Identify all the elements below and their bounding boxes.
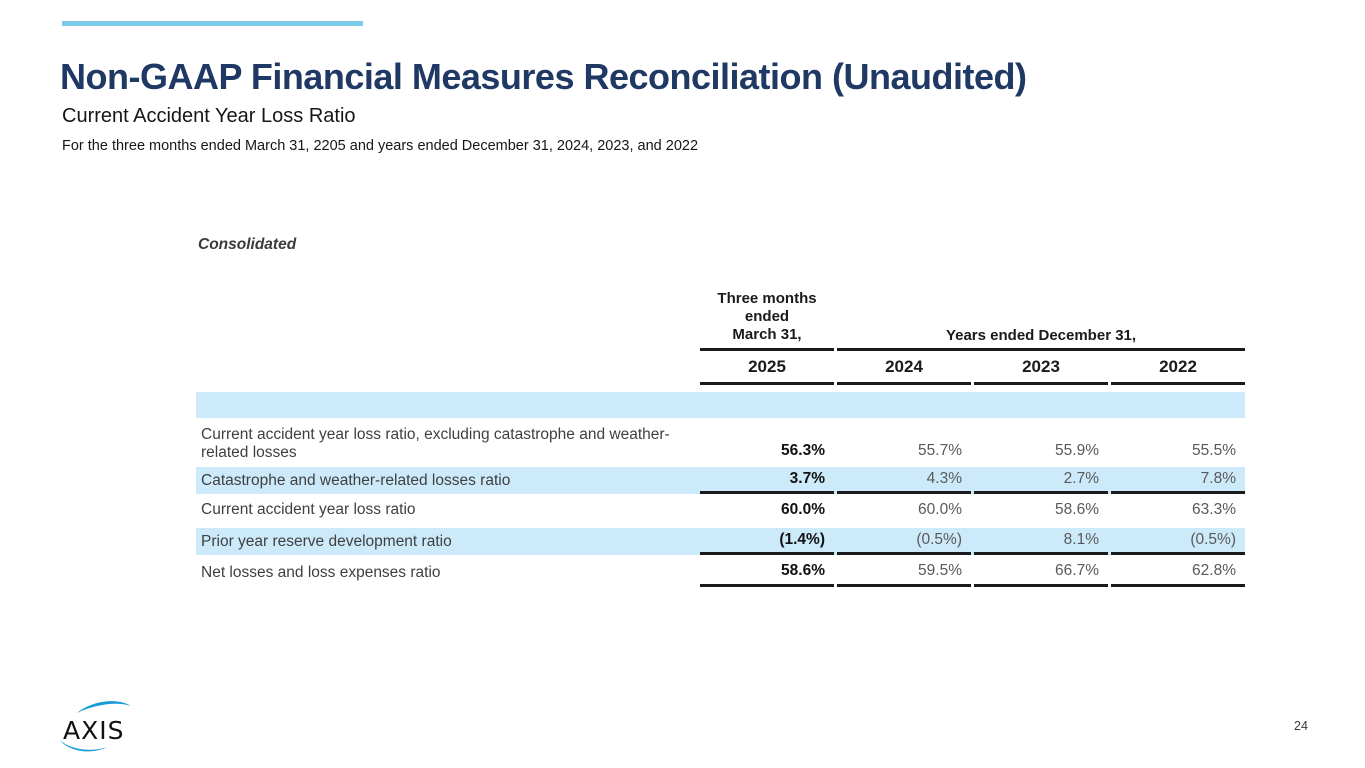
page-subtitle: Current Accident Year Loss Ratio: [62, 105, 356, 127]
cell-value-2022: (0.5%): [1111, 528, 1245, 555]
cell-value-2023: 2.7%: [974, 467, 1108, 494]
cell-value-2025: 3.7%: [700, 467, 834, 494]
cell-value-2023: 8.1%: [974, 528, 1108, 555]
table-row-cay: Current accident year loss ratio 60.0% 6…: [196, 497, 1245, 523]
page-title: Non-GAAP Financial Measures Reconciliati…: [60, 56, 1027, 97]
cell-value-2022: 63.3%: [1192, 501, 1236, 518]
column-group-three-months: Three months ended March 31,: [700, 290, 834, 351]
row-label: Catastrophe and weather-related losses r…: [201, 471, 511, 489]
table-row-catastrophe: Catastrophe and weather-related losses r…: [196, 467, 1245, 494]
column-header-2023: 2023: [974, 353, 1108, 385]
period-caption: For the three months ended March 31, 220…: [62, 138, 699, 154]
cell-value-2023: 66.7%: [974, 558, 1108, 587]
table-year-header-row: 2025 2024 2023 2022: [196, 353, 1245, 385]
row-label: Current accident year loss ratio: [201, 501, 416, 518]
loss-ratio-table: Three months ended March 31, Years ended…: [196, 290, 1245, 587]
cell-value-2024: 55.7%: [918, 442, 962, 459]
accent-bar: [62, 21, 363, 26]
cell-value: [837, 392, 971, 418]
cell-value-2025: (1.4%): [700, 528, 834, 555]
cell-value: [700, 392, 834, 418]
column-header-2022: 2022: [1111, 353, 1245, 385]
row-label: Net losses and loss expenses ratio: [201, 563, 441, 581]
cell-value-2025: 60.0%: [781, 501, 825, 518]
logo-swoosh-top-icon: [77, 701, 131, 713]
table-row-blank: [196, 392, 1245, 418]
row-label: Prior year reserve development ratio: [201, 532, 452, 550]
cell-value-2025: 58.6%: [700, 558, 834, 587]
row-label: Current accident year loss ratio, exclud…: [201, 426, 670, 461]
table-row-prior-year: Prior year reserve development ratio (1.…: [196, 528, 1245, 555]
cell-value: [1111, 392, 1245, 418]
axis-logo: AXIS: [60, 701, 131, 752]
row-label: [196, 392, 700, 418]
cell-value-2023: 55.9%: [1055, 442, 1099, 459]
logo-text: AXIS: [63, 716, 124, 745]
cell-value-2024: (0.5%): [837, 528, 971, 555]
cell-value-2022: 62.8%: [1111, 558, 1245, 587]
cell-value-2022: 7.8%: [1111, 467, 1245, 494]
table-group-header-row: Three months ended March 31, Years ended…: [196, 290, 1245, 351]
table-row-cay-ex-cat: Current accident year loss ratio, exclud…: [196, 426, 1245, 462]
cell-value-2022: 55.5%: [1192, 442, 1236, 459]
cell-value-2024: 59.5%: [837, 558, 971, 587]
section-label: Consolidated: [198, 236, 297, 253]
column-group-years-ended: Years ended December 31,: [837, 290, 1245, 351]
page-number: 24: [1294, 719, 1308, 733]
column-header-2025: 2025: [700, 353, 834, 385]
column-header-2024: 2024: [837, 353, 971, 385]
cell-value: [974, 392, 1108, 418]
table-row-net-losses: Net losses and loss expenses ratio 58.6%…: [196, 558, 1245, 587]
cell-value-2023: 58.6%: [1055, 501, 1099, 518]
cell-value-2024: 60.0%: [918, 501, 962, 518]
cell-value-2025: 56.3%: [781, 442, 825, 459]
cell-value-2024: 4.3%: [837, 467, 971, 494]
